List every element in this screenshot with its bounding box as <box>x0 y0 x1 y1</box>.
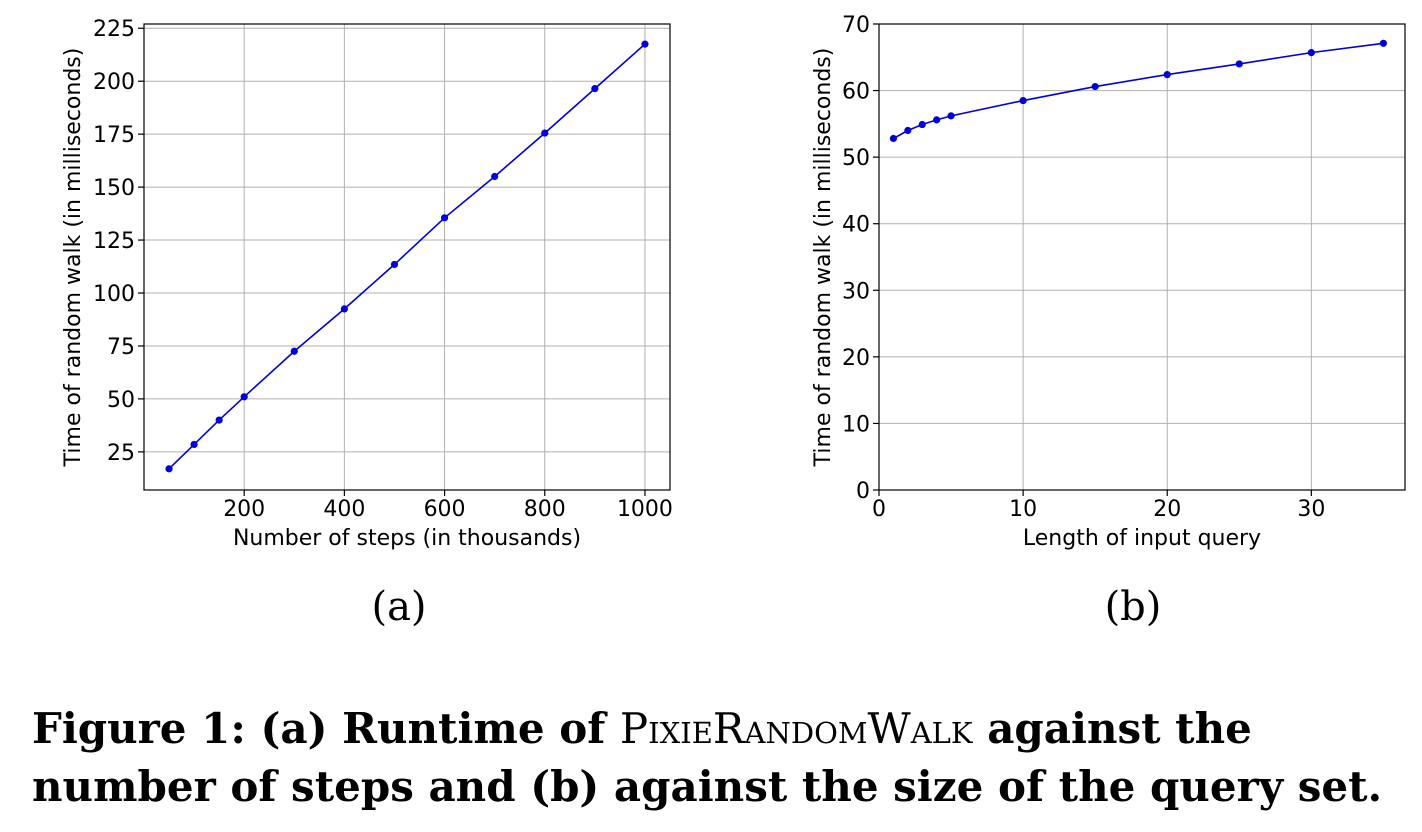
chart-b-x-axis-label: Length of input query <box>1023 526 1261 551</box>
chart-a-xtick-label-600: 600 <box>424 497 466 522</box>
chart-a-ytick-label-225: 225 <box>93 17 135 42</box>
chart-b-ytick-label-50: 50 <box>842 146 870 171</box>
chart-b-data-point-3 <box>933 116 941 124</box>
chart-b-plot-frame <box>878 23 1406 491</box>
chart-a-ytick-label-100: 100 <box>93 282 135 307</box>
chart-a-data-point-0 <box>165 465 173 473</box>
chart-b-ytick-label-60: 60 <box>842 80 870 105</box>
chart-b-data-point-6 <box>1091 82 1099 91</box>
chart-b-data-point-5 <box>1019 96 1027 105</box>
chart-a-xtick-label-200: 200 <box>223 497 265 522</box>
chart-a-x-axis-label: Number of steps (in thousands) <box>233 526 581 551</box>
chart-a-data-point-5 <box>340 305 348 313</box>
chart-a-data-point-1 <box>190 440 198 449</box>
chart-b-ytick-label-10: 10 <box>842 412 870 437</box>
chart-a-panel-label: (a) <box>371 584 426 630</box>
figure-caption: Figure 1: (a) Runtime of PixieRandomWalk… <box>32 700 1402 816</box>
chart-b-data-point-9 <box>1307 49 1315 57</box>
chart-a-ytick-label-150: 150 <box>93 176 135 201</box>
caption-algorithm-name: PixieRandomWalk <box>619 704 973 753</box>
chart-b-xtick-label-10: 10 <box>1009 497 1037 522</box>
chart-a-y-axis-label: Time of random walk (in milliseconds) <box>61 48 86 468</box>
chart-a-series-line-0 <box>168 43 646 470</box>
chart-a-data-point-6 <box>390 260 399 269</box>
chart-panel-a: 200 400 600 800 1000 25 50 75 100 125 150 175 200 225… <box>61 17 673 630</box>
chart-a-xtick-label-800: 800 <box>524 497 566 522</box>
chart-a-data-point-8 <box>491 172 499 181</box>
chart-panel-b: 0 10 20 30 0 10 20 30 40 50 60 70 Length of input qu… <box>811 13 1406 630</box>
chart-a-data-point-7 <box>440 214 449 222</box>
chart-b-xtick-label-20: 20 <box>1153 497 1181 522</box>
chart-a-ytick-label-25: 25 <box>107 441 135 466</box>
chart-a-data-point-9 <box>541 129 549 137</box>
chart-b-data-point-8 <box>1235 60 1243 68</box>
chart-a-ytick-label-175: 175 <box>93 123 135 148</box>
chart-a-data-point-11 <box>641 40 649 48</box>
chart-a-ytick-label-75: 75 <box>107 335 135 360</box>
chart-b-data-point-2 <box>918 120 926 129</box>
chart-b-panel-label: (b) <box>1105 584 1162 630</box>
caption-lead: Figure 1: (a) Runtime of <box>32 704 620 753</box>
chart-a-data-point-10 <box>591 85 599 93</box>
chart-a-ytick-label-125: 125 <box>93 229 135 254</box>
chart-b-data-point-1 <box>904 126 912 135</box>
chart-a-data-point-2 <box>215 416 223 424</box>
chart-b-ytick-label-70: 70 <box>842 13 870 38</box>
chart-b-ytick-label-30: 30 <box>842 279 870 304</box>
chart-b-xtick-label-0: 0 <box>872 497 886 522</box>
chart-b-data-point-7 <box>1163 70 1171 79</box>
chart-b-data-point-0 <box>889 134 898 143</box>
chart-b-ytick-label-20: 20 <box>842 346 870 371</box>
chart-b-xtick-label-30: 30 <box>1297 497 1325 522</box>
chart-a-plot-frame <box>143 23 671 491</box>
chart-b-y-axis-label: Time of random walk (in milliseconds) <box>811 48 836 468</box>
chart-a-ytick-label-50: 50 <box>107 388 135 413</box>
chart-a-ytick-label-200: 200 <box>93 70 135 95</box>
caption-tail: against the number of steps and (b) agai… <box>32 704 1383 811</box>
chart-a-xtick-label-1000: 1000 <box>617 497 673 522</box>
chart-b-data-point-4 <box>947 112 955 120</box>
chart-a-data-point-4 <box>290 347 298 355</box>
chart-b-data-point-10 <box>1379 39 1387 47</box>
chart-b-ytick-label-0: 0 <box>856 479 870 504</box>
chart-b-ytick-label-40: 40 <box>842 213 870 238</box>
chart-a-xtick-label-400: 400 <box>323 497 365 522</box>
chart-a-data-point-3 <box>240 393 248 401</box>
